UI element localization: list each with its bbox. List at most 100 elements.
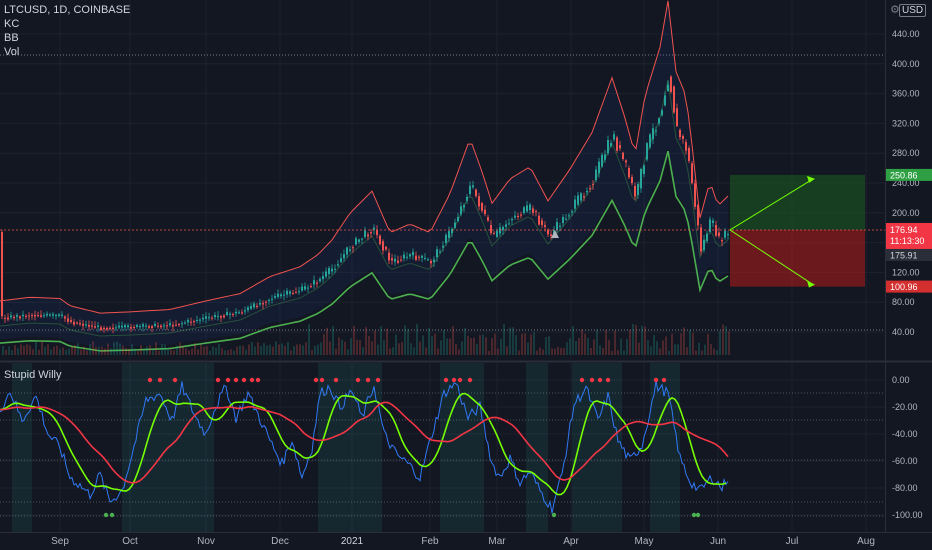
candle-body (292, 292, 294, 294)
candle-body (592, 184, 594, 186)
volume-bar (137, 350, 139, 355)
oscillator-top-dot (375, 377, 381, 383)
candle-body (178, 324, 180, 326)
volume-bar (410, 343, 412, 355)
candle-body (418, 256, 420, 258)
oscillator-top-dot (579, 377, 585, 383)
candle-body (280, 294, 282, 297)
candle-body (646, 143, 648, 160)
volume-bar (452, 326, 454, 355)
volume-bar (182, 346, 184, 355)
volume-bar (650, 346, 652, 355)
candle-body (580, 193, 582, 201)
volume-bar (356, 339, 358, 355)
candle-body (388, 252, 390, 261)
candle-body (586, 190, 588, 193)
price-tick-label: 400.00 (892, 59, 920, 69)
time-tick-label: Jun (710, 536, 726, 547)
candle-body (487, 217, 489, 221)
candle-body (94, 326, 96, 328)
volume-bar (479, 335, 481, 355)
candle-body (505, 224, 507, 227)
oscillator-top-dot (225, 377, 231, 383)
candle-body (271, 298, 273, 300)
volume-bar (254, 346, 256, 355)
candle-body (181, 323, 183, 325)
volume-bar (35, 341, 37, 355)
indicator-bb[interactable]: BB (4, 32, 19, 44)
volume-bar (698, 342, 700, 355)
oscillator-title[interactable]: Stupid Willy (4, 369, 62, 381)
volume-bar (386, 328, 388, 355)
candle-body (361, 238, 363, 240)
candle-body (262, 303, 264, 305)
volume-bar (248, 344, 250, 355)
volume-bar (155, 342, 157, 355)
volume-bar (338, 337, 340, 355)
osc-tick-label: -100.00 (892, 510, 923, 520)
candle-body (571, 211, 573, 213)
last-price-bg (886, 222, 932, 249)
oscillator-top-dot (313, 377, 319, 383)
gear-icon[interactable]: ⚙ (890, 4, 900, 16)
candle-body (544, 225, 546, 227)
volume-bar (602, 348, 604, 355)
stop-zone (730, 229, 865, 287)
candle-body (391, 258, 393, 261)
candle-body (721, 240, 723, 242)
price-tick-label: 320.00 (892, 118, 920, 128)
volume-bar (548, 336, 550, 355)
volume-bar (188, 350, 190, 355)
oscillator-top-dot (365, 377, 371, 383)
volume-bar (47, 344, 49, 355)
volume-bar (701, 350, 703, 355)
symbol-title[interactable]: LTCUSD, 1D, COINBASE (4, 4, 131, 16)
candle-body (118, 325, 120, 328)
candle-body (565, 218, 567, 220)
candle-body (550, 234, 552, 237)
volume-bar (485, 337, 487, 355)
candle-body (154, 323, 156, 326)
volume-bar (302, 345, 304, 355)
oscillator-top-dot (233, 377, 239, 383)
oscillator-bottom-dot (109, 512, 115, 518)
volume-bar (449, 338, 451, 355)
indicator-kc[interactable]: KC (4, 18, 20, 30)
candle-body (184, 322, 186, 324)
volume-bar (260, 346, 262, 355)
candle-body (517, 216, 519, 217)
candle-body (190, 321, 192, 323)
volume-bar (68, 348, 70, 355)
bollinger-basis (0, 79, 729, 337)
candle-body (457, 216, 459, 221)
osc-zone (572, 363, 622, 532)
candle-body (562, 217, 564, 223)
price-tick-label: 40.00 (892, 327, 915, 337)
candle-body (187, 320, 189, 323)
indicator-vol[interactable]: Vol (4, 46, 20, 58)
candle-body (382, 241, 384, 251)
candle-body (625, 160, 627, 163)
candle-body (19, 316, 21, 319)
currency-badge[interactable]: USD (899, 4, 927, 17)
bollinger-upper (0, 0, 729, 314)
candle-body (109, 327, 111, 329)
volume-bar (215, 347, 217, 355)
candle-body (628, 168, 630, 178)
volume-bar (176, 345, 178, 355)
stop-price-label: 100.96 (890, 282, 918, 292)
candle-body (325, 271, 327, 277)
symbol-legend[interactable]: LTCUSD, 1D, COINBASE KC BB Vol (4, 3, 130, 59)
candle-body (103, 328, 105, 330)
volume-bar (413, 347, 415, 355)
volume-bar (494, 333, 496, 355)
volume-bar (575, 340, 577, 355)
candle-body (463, 205, 465, 208)
volume-bar (506, 346, 508, 355)
volume-bar (11, 350, 13, 355)
candle-body (511, 218, 513, 221)
volume-bar (98, 346, 100, 355)
candle-body (304, 286, 306, 290)
